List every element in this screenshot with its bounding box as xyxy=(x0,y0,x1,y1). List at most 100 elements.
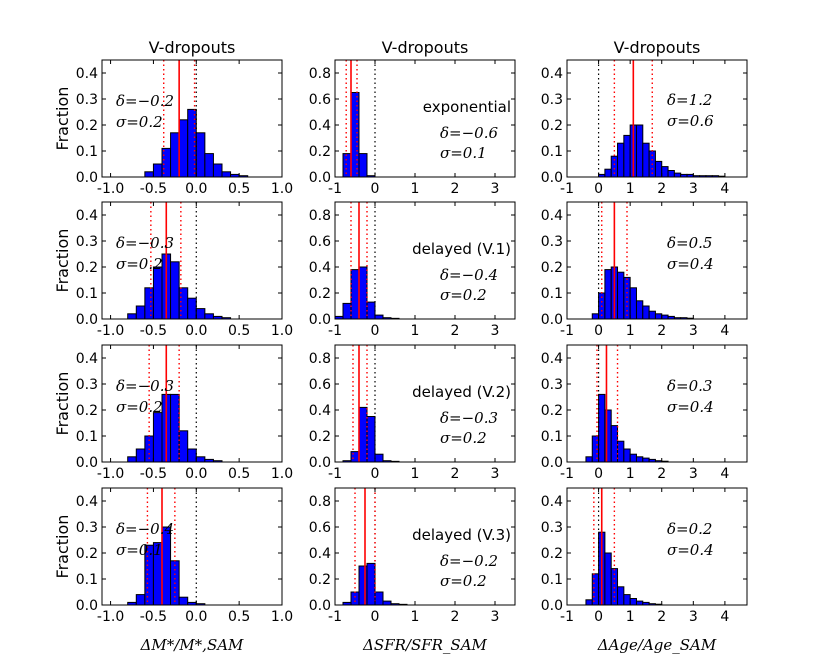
histogram-bar xyxy=(195,308,206,320)
histogram-bar xyxy=(382,600,392,606)
delta-annotation: δ=−0.3 xyxy=(116,234,174,252)
delta-annotation: δ=0.3 xyxy=(667,377,712,395)
x-tick-label: 2 xyxy=(657,609,666,625)
y-tick-label: 0.0 xyxy=(309,170,331,186)
sigma-annotation: σ=0.2 xyxy=(116,113,163,131)
model-label: delayed (V.3) xyxy=(412,526,511,544)
y-tick-label: 0.0 xyxy=(309,598,331,614)
histogram-bar xyxy=(178,119,189,178)
panel-r4-c2: -1 0 1 2 3 0.0 0.2 0.4 0.6 0.8 delayed (V.3) δ=−0.2… xyxy=(309,487,516,625)
y-tick-label: 0.2 xyxy=(76,260,98,276)
x-tick-label: 2 xyxy=(451,466,460,482)
y-axis-label: Fraction xyxy=(53,515,72,579)
x-tick-label: 3 xyxy=(491,181,500,197)
x-tick-label: 1 xyxy=(411,181,420,197)
model-label: delayed (V.1) xyxy=(412,240,511,258)
x-tick-label: -1 xyxy=(328,466,342,482)
histogram-bar xyxy=(127,313,137,320)
panel-r4-c3: -1 0 1 2 3 4 0.0 0.1 0.2 0.3 0.4 δ=0.2 σ=0.4 xyxy=(541,487,748,625)
panel-frame xyxy=(334,487,516,606)
sigma-annotation: σ=0.2 xyxy=(116,398,163,416)
x-tick-label: 0.5 xyxy=(228,466,250,482)
y-tick-label: 0.2 xyxy=(76,403,98,419)
y-tick-label: 0.1 xyxy=(76,572,98,588)
delta-annotation: δ=−0.2 xyxy=(116,92,174,110)
histogram-bar xyxy=(591,313,600,320)
y-tick-label: 0.2 xyxy=(541,260,563,276)
histogram-bar xyxy=(604,552,612,606)
sigma-annotation: σ=0.2 xyxy=(440,429,487,447)
y-tick-label: 0.4 xyxy=(309,546,331,562)
panel-frame xyxy=(101,344,283,463)
histogram-bar xyxy=(635,456,644,463)
x-tick-label: 2 xyxy=(451,181,460,197)
y-tick-label: 0.3 xyxy=(76,520,98,536)
y-tick-label: 0.4 xyxy=(76,208,98,224)
y-tick-label: 0.2 xyxy=(541,403,563,419)
y-tick-label: 0.2 xyxy=(309,286,331,302)
y-axis-label: Fraction xyxy=(53,372,72,436)
y-tick-label: 0.4 xyxy=(309,118,331,134)
y-tick-label: 0.0 xyxy=(541,455,563,471)
sigma-annotation: σ=0.2 xyxy=(440,572,487,590)
y-tick-label: 0.3 xyxy=(541,520,563,536)
x-axis-label: ΔAge/Age_SAM xyxy=(597,636,717,654)
column-title: V-dropouts xyxy=(382,38,469,57)
panel-frame xyxy=(566,201,748,320)
x-tick-label: 1 xyxy=(626,609,635,625)
x-tick-label: 0 xyxy=(371,323,380,339)
y-tick-label: 0.1 xyxy=(541,572,563,588)
delta-annotation: δ=−0.3 xyxy=(116,377,174,395)
histogram-bar xyxy=(152,163,163,178)
y-tick-label: 0.2 xyxy=(309,572,331,588)
panel-frame xyxy=(334,344,516,463)
x-axis-label: ΔSFR/SFR_SAM xyxy=(362,636,487,654)
y-tick-label: 0.1 xyxy=(76,144,98,160)
histogram-bar xyxy=(604,269,612,320)
histogram-bar xyxy=(585,599,593,606)
y-tick-label: 0.4 xyxy=(541,66,563,82)
histogram-bar xyxy=(195,132,206,178)
histogram-bar xyxy=(654,313,663,320)
y-tick-label: 0.1 xyxy=(76,429,98,445)
y-tick-label: 0.8 xyxy=(309,351,331,367)
x-tick-label: 2 xyxy=(451,609,460,625)
histogram-bar xyxy=(610,425,619,463)
x-tick-label: 1 xyxy=(411,609,420,625)
y-tick-label: 0.0 xyxy=(541,598,563,614)
delta-annotation: δ=0.5 xyxy=(667,234,712,252)
panel-frame xyxy=(101,59,283,178)
histogram-bar xyxy=(661,166,669,178)
sigma-annotation: σ=0.1 xyxy=(440,144,487,162)
histogram-bar xyxy=(374,314,384,320)
y-tick-label: 0.1 xyxy=(541,429,563,445)
histogram-bar xyxy=(642,305,650,320)
histogram-bar xyxy=(350,92,360,178)
histogram-bar xyxy=(350,591,360,606)
histogram-bar xyxy=(648,310,656,320)
y-tick-label: 0.0 xyxy=(76,598,98,614)
delta-annotation: δ=−0.2 xyxy=(440,552,498,570)
histogram-bar xyxy=(623,448,631,463)
x-tick-label: 1.0 xyxy=(271,323,293,339)
y-tick-label: 0.8 xyxy=(309,66,331,82)
sigma-annotation: σ=0.2 xyxy=(440,286,487,304)
histogram-bar xyxy=(187,448,197,463)
y-tick-label: 0.1 xyxy=(541,286,563,302)
y-axis-label: Fraction xyxy=(53,229,72,293)
x-tick-label: 0.5 xyxy=(228,181,250,197)
histogram-bar xyxy=(629,598,637,606)
y-tick-label: 0.6 xyxy=(309,234,331,250)
x-tick-label: 0 xyxy=(371,466,380,482)
histogram-bar xyxy=(617,440,625,463)
x-tick-label: -0.5 xyxy=(140,609,167,625)
y-tick-label: 0.4 xyxy=(541,208,563,224)
x-tick-label: 4 xyxy=(720,466,729,482)
y-tick-label: 0.4 xyxy=(76,494,98,510)
y-tick-label: 0.2 xyxy=(541,546,563,562)
sigma-annotation: σ=0.4 xyxy=(667,541,714,559)
x-tick-label: 0.0 xyxy=(185,466,207,482)
y-tick-label: 0.1 xyxy=(76,286,98,302)
delta-annotation: δ=−0.4 xyxy=(440,266,498,284)
histogram-bar xyxy=(127,456,137,463)
